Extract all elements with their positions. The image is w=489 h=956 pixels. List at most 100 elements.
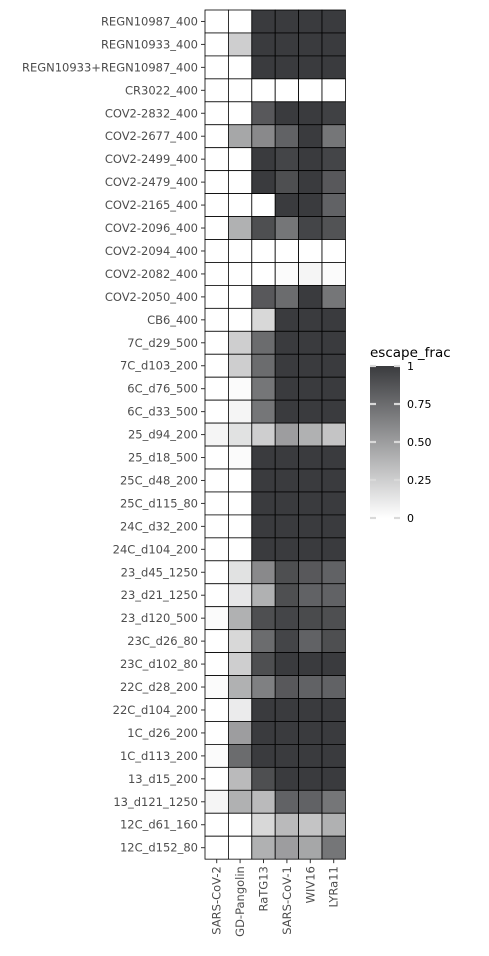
- heatmap-cell: [204, 9, 229, 34]
- heatmap-cell: [321, 698, 346, 722]
- heatmap-cell: [204, 147, 229, 172]
- heatmap-cell: [274, 124, 300, 149]
- heatmap-cell: [298, 537, 323, 562]
- heatmap-cell: [251, 537, 276, 562]
- heatmap-cell: [298, 468, 323, 493]
- y-tick-label: COV2-2094_400: [105, 244, 198, 258]
- heatmap-cell: [321, 78, 346, 103]
- y-tick-label: 13_d121_1250: [113, 795, 198, 809]
- heatmap-cell: [321, 744, 346, 768]
- legend-tick-label: 0.25: [407, 474, 432, 487]
- heatmap-cell: [298, 262, 323, 286]
- heatmap-cell: [204, 789, 229, 814]
- heatmap-cell: [298, 835, 323, 860]
- heatmap-cell: [274, 583, 300, 608]
- heatmap-cell: [227, 514, 253, 539]
- heatmap-cell: [274, 239, 300, 263]
- heatmap-cell: [298, 606, 323, 631]
- heatmap-cell: [274, 422, 300, 447]
- heatmap-cell: [251, 422, 276, 447]
- heatmap-cell: [204, 744, 229, 768]
- heatmap-cell: [227, 193, 253, 217]
- heatmap-cell: [204, 353, 229, 378]
- y-tick-label: 1C_d113_200: [120, 749, 198, 763]
- x-tick-label: WIV16: [303, 866, 317, 903]
- heatmap-cell: [204, 284, 229, 309]
- heatmap-cell: [298, 353, 323, 378]
- heatmap-cell: [274, 353, 300, 378]
- heatmap-cell: [321, 170, 346, 194]
- y-tick-label: 22C_d28_200: [120, 680, 198, 694]
- x-tick-label: SARS-CoV-1: [280, 866, 294, 935]
- heatmap-cell: [321, 835, 346, 860]
- heatmap-cell: [274, 216, 300, 240]
- heatmap-cell: [204, 399, 229, 424]
- heatmap-cell: [321, 721, 346, 745]
- heatmap-cell: [227, 537, 253, 562]
- y-tick-label: 13_d15_200: [128, 772, 198, 786]
- heatmap-cell: [227, 239, 253, 263]
- heatmap-cell: [251, 812, 276, 837]
- heatmap-cell: [274, 721, 300, 745]
- heatmap-cell: [227, 216, 253, 240]
- heatmap-cell: [274, 537, 300, 562]
- y-tick-label: 12C_d61_160: [120, 818, 198, 832]
- heatmap-cell: [321, 376, 346, 401]
- y-tick-label: REGN10933+REGN10987_400: [22, 60, 198, 74]
- heatmap-cell: [204, 101, 229, 126]
- heatmap-cell: [251, 239, 276, 263]
- heatmap-cell: [274, 170, 300, 194]
- heatmap-cell: [321, 147, 346, 172]
- heatmap-cell: [227, 55, 253, 80]
- heatmap-cell: [274, 445, 300, 470]
- heatmap-cell: [227, 606, 253, 631]
- heatmap-cell: [298, 721, 323, 745]
- y-tick-label: 1C_d26_200: [127, 726, 198, 740]
- y-tick-label: 6C_d76_500: [127, 382, 198, 396]
- heatmap-cell: [321, 124, 346, 149]
- heatmap-cell: [251, 376, 276, 401]
- legend-title: escape_frac: [370, 345, 451, 361]
- heatmap-cell: [204, 514, 229, 539]
- heatmap-cell: [204, 560, 229, 585]
- y-tick-label: COV2-2677_400: [105, 129, 198, 143]
- heatmap-cell: [251, 147, 276, 172]
- heatmap-cell: [251, 216, 276, 240]
- x-tick-label: RaTG13: [257, 866, 271, 911]
- heatmap-cell: [251, 468, 276, 493]
- heatmap-cell: [321, 812, 346, 837]
- heatmap-cell: [204, 239, 229, 263]
- y-tick-label: CR3022_400: [125, 83, 198, 97]
- heatmap-cell: [321, 55, 346, 80]
- heatmap-cell: [251, 560, 276, 585]
- heatmap-cell: [274, 675, 300, 699]
- heatmap-cell: [321, 537, 346, 562]
- heatmap-cell: [204, 376, 229, 401]
- y-tick-label: 25C_d115_80: [120, 496, 198, 510]
- heatmap-cell: [298, 422, 323, 447]
- heatmap-cell: [298, 698, 323, 722]
- heatmap-cell: [298, 560, 323, 585]
- heatmap-cell: [274, 147, 300, 172]
- heatmap-cell: [251, 353, 276, 378]
- x-tick-label: LYRa11: [327, 866, 341, 907]
- heatmap-cell: [251, 101, 276, 126]
- heatmap-cell: [321, 652, 346, 676]
- heatmap-cell: [298, 101, 323, 126]
- heatmap-cell: [204, 766, 229, 791]
- heatmap-cell: [321, 101, 346, 126]
- heatmap-cell: [204, 216, 229, 240]
- heatmap-cell: [274, 468, 300, 493]
- heatmap-cell: [227, 491, 253, 516]
- heatmap-cell: [321, 514, 346, 539]
- heatmap-cell: [251, 445, 276, 470]
- heatmap-cell: [251, 744, 276, 768]
- heatmap-cell: [321, 789, 346, 814]
- heatmap-cell: [227, 330, 253, 355]
- heatmap-cell: [251, 284, 276, 309]
- y-tick-label: 25_d18_500: [128, 451, 198, 465]
- heatmap-cell: [298, 9, 323, 34]
- heatmap-cell: [227, 170, 253, 194]
- heatmap-cell: [321, 239, 346, 263]
- heatmap-cell: [298, 147, 323, 172]
